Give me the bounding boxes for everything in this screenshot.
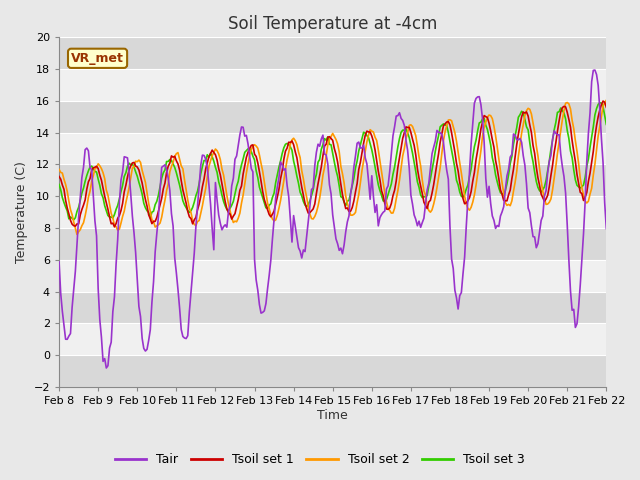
Tair xyxy=(227,203,234,209)
X-axis label: Time: Time xyxy=(317,409,348,422)
Tair xyxy=(492,226,499,231)
Tsoil set 3 xyxy=(492,172,499,178)
Bar xyxy=(59,37,606,69)
Tsoil set 2 xyxy=(602,97,610,103)
Tsoil set 2 xyxy=(485,112,493,118)
Tsoil set 2 xyxy=(492,133,499,139)
Line: Tsoil set 3: Tsoil set 3 xyxy=(59,103,606,220)
Tsoil set 2 xyxy=(73,232,81,238)
Tsoil set 1 xyxy=(474,147,481,153)
Tsoil set 1 xyxy=(55,174,63,180)
Tsoil set 3 xyxy=(602,121,610,127)
Tsoil set 3 xyxy=(358,136,366,142)
Tair xyxy=(474,94,481,100)
Bar xyxy=(59,69,606,101)
Tsoil set 2 xyxy=(227,208,234,214)
Line: Tsoil set 2: Tsoil set 2 xyxy=(59,100,606,235)
Tsoil set 3 xyxy=(485,134,493,140)
Text: VR_met: VR_met xyxy=(71,52,124,65)
Line: Tair: Tair xyxy=(59,70,606,368)
Tsoil set 1 xyxy=(492,157,499,163)
Tsoil set 2 xyxy=(55,167,63,172)
Tsoil set 3 xyxy=(227,205,234,211)
Tsoil set 1 xyxy=(602,104,610,110)
Tsoil set 1 xyxy=(358,150,366,156)
Y-axis label: Temperature (C): Temperature (C) xyxy=(15,161,28,263)
Tsoil set 1 xyxy=(485,120,493,126)
Tsoil set 1 xyxy=(599,98,607,104)
Tair xyxy=(602,226,610,231)
Bar xyxy=(59,324,606,355)
Tsoil set 1 xyxy=(227,211,234,217)
Bar xyxy=(59,165,606,196)
Bar xyxy=(59,196,606,228)
Legend: Tair, Tsoil set 1, Tsoil set 2, Tsoil set 3: Tair, Tsoil set 1, Tsoil set 2, Tsoil se… xyxy=(110,448,530,471)
Tsoil set 2 xyxy=(358,168,366,173)
Bar xyxy=(59,292,606,324)
Line: Tsoil set 1: Tsoil set 1 xyxy=(59,101,606,227)
Bar xyxy=(59,260,606,292)
Bar xyxy=(59,355,606,387)
Tsoil set 3 xyxy=(70,217,77,223)
Tair xyxy=(358,145,366,151)
Tsoil set 1 xyxy=(67,217,74,223)
Tsoil set 2 xyxy=(474,171,481,177)
Tsoil set 3 xyxy=(596,100,604,106)
Tair xyxy=(102,365,110,371)
Tsoil set 2 xyxy=(67,207,74,213)
Tsoil set 3 xyxy=(55,181,63,187)
Tsoil set 3 xyxy=(474,128,481,134)
Tair xyxy=(55,259,63,265)
Bar xyxy=(59,228,606,260)
Tair xyxy=(67,331,74,336)
Tair xyxy=(485,183,493,189)
Title: Soil Temperature at -4cm: Soil Temperature at -4cm xyxy=(228,15,437,33)
Tsoil set 3 xyxy=(67,214,74,220)
Bar xyxy=(59,132,606,165)
Tsoil set 1 xyxy=(111,224,118,230)
Bar xyxy=(59,101,606,132)
Tair xyxy=(591,67,599,73)
